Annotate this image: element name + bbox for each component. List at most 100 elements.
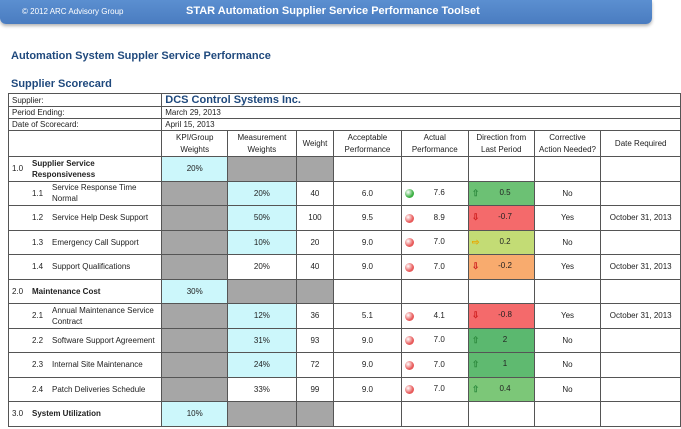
date-required-cell[interactable]: October 31, 2013 bbox=[600, 205, 681, 231]
status-red-icon bbox=[404, 385, 414, 395]
actual-cell[interactable]: 7.6 bbox=[400, 180, 469, 206]
row-label[interactable]: 1.0 Supplier Service Responsiveness bbox=[7, 156, 163, 182]
acceptable-cell[interactable]: 9.0 bbox=[333, 352, 402, 378]
kpi-weight-cell[interactable]: 30% bbox=[161, 278, 229, 304]
date-required-cell[interactable] bbox=[600, 327, 681, 353]
supplier-value[interactable]: DCS Control Systems Inc. bbox=[161, 93, 681, 107]
row-label[interactable]: 1.2 Service Help Desk Support bbox=[7, 205, 163, 231]
acceptable-cell[interactable]: 9.0 bbox=[333, 376, 402, 402]
acceptable-cell[interactable]: 5.1 bbox=[333, 303, 402, 329]
kpi-weight-cell[interactable]: 10% bbox=[161, 401, 229, 427]
date-value[interactable]: April 15, 2013 bbox=[161, 118, 681, 131]
actual-cell[interactable]: 4.1 bbox=[400, 303, 469, 329]
page-title: Automation System Suppler Service Perfor… bbox=[11, 50, 271, 62]
actual-value: 8.9 bbox=[433, 212, 445, 222]
actual-cell[interactable]: 7.0 bbox=[400, 327, 469, 353]
measurement-weight-cell[interactable]: 10% bbox=[227, 229, 297, 255]
row-name: Service Help Desk Support bbox=[52, 213, 149, 223]
measurement-weight-cell[interactable]: 31% bbox=[227, 327, 297, 353]
direction-cell: ⇧ 0.4 bbox=[467, 376, 535, 402]
direction-cell: ⇧ 1 bbox=[467, 352, 535, 378]
gray-cell bbox=[161, 180, 229, 206]
status-red-icon bbox=[404, 238, 414, 248]
arrow-up-icon: ⇧ bbox=[471, 383, 480, 394]
col-acceptable: Acceptable Performance bbox=[333, 130, 402, 157]
empty-cell bbox=[400, 401, 469, 427]
row-label[interactable]: 2.1 Annual Maintenance Service Contract bbox=[7, 303, 163, 329]
row-label[interactable]: 3.0 System Utilization bbox=[7, 401, 163, 427]
row-name: Internal Site Maintenance bbox=[52, 360, 143, 370]
row-name: Support Qualifications bbox=[52, 262, 131, 272]
corrective-action-cell[interactable]: Yes bbox=[533, 205, 602, 231]
corrective-action-cell[interactable]: Yes bbox=[533, 254, 602, 280]
corrective-action-cell[interactable]: Yes bbox=[533, 303, 602, 329]
table-row: 1.4 Support Qualifications 20% 40 9.0 7.0… bbox=[7, 254, 681, 280]
measurement-weight-cell[interactable]: 20% bbox=[227, 180, 297, 206]
acceptable-cell[interactable]: 9.0 bbox=[333, 254, 402, 280]
delta-value: 0.2 bbox=[499, 236, 511, 246]
row-label[interactable]: 2.4 Patch Deliveries Schedule bbox=[7, 376, 163, 402]
scorecard-table: Supplier: DCS Control Systems Inc. Period… bbox=[7, 93, 681, 427]
period-value[interactable]: March 29, 2013 bbox=[161, 106, 681, 119]
corrective-action-cell[interactable]: No bbox=[533, 327, 602, 353]
empty-cell bbox=[533, 278, 602, 304]
date-required-cell[interactable]: October 31, 2013 bbox=[600, 254, 681, 280]
measurement-weight-cell[interactable]: 33% bbox=[227, 376, 297, 402]
row-label[interactable]: 2.2 Software Support Agreement bbox=[7, 327, 163, 353]
gray-cell bbox=[161, 205, 229, 231]
direction-cell: ⇩ -0.7 bbox=[467, 205, 535, 231]
delta-value: 2 bbox=[502, 334, 508, 344]
row-label[interactable]: 1.3 Emergency Call Support bbox=[7, 229, 163, 255]
actual-cell[interactable]: 8.9 bbox=[400, 205, 469, 231]
empty-cell bbox=[333, 156, 402, 182]
date-required-cell[interactable] bbox=[600, 229, 681, 255]
direction-cell: ⇩ -0.8 bbox=[467, 303, 535, 329]
col-weight: Weight bbox=[295, 130, 335, 157]
row-number: 1.1 bbox=[32, 188, 44, 198]
actual-cell[interactable]: 7.0 bbox=[400, 352, 469, 378]
measurement-weight-cell[interactable]: 12% bbox=[227, 303, 297, 329]
actual-cell[interactable]: 7.0 bbox=[400, 229, 469, 255]
weight-cell: 36 bbox=[295, 303, 335, 329]
date-required-cell[interactable] bbox=[600, 352, 681, 378]
row-label[interactable]: 2.3 Internal Site Maintenance bbox=[7, 352, 163, 378]
corrective-action-cell[interactable]: No bbox=[533, 180, 602, 206]
measurement-weight-cell[interactable]: 20% bbox=[227, 254, 297, 280]
measurement-weight-cell[interactable]: 50% bbox=[227, 205, 297, 231]
measurement-weight-cell[interactable]: 24% bbox=[227, 352, 297, 378]
acceptable-cell[interactable]: 9.0 bbox=[333, 229, 402, 255]
actual-cell[interactable]: 7.0 bbox=[400, 254, 469, 280]
weight-cell: 93 bbox=[295, 327, 335, 353]
corrective-action-cell[interactable]: No bbox=[533, 376, 602, 402]
acceptable-cell[interactable]: 9.5 bbox=[333, 205, 402, 231]
date-required-cell[interactable] bbox=[600, 376, 681, 402]
empty-cell bbox=[533, 401, 602, 427]
corrective-action-cell[interactable]: No bbox=[533, 229, 602, 255]
row-name: Software Support Agreement bbox=[52, 335, 155, 345]
kpi-weight-cell[interactable]: 20% bbox=[161, 156, 229, 182]
actual-value: 7.0 bbox=[433, 261, 445, 271]
delta-value: -0.7 bbox=[498, 212, 512, 222]
row-name: System Utilization bbox=[32, 409, 101, 419]
col-measurement-weights: Measurement Weights bbox=[227, 130, 297, 157]
row-label[interactable]: 1.4 Support Qualifications bbox=[7, 254, 163, 280]
status-green-icon bbox=[404, 189, 414, 199]
supplier-label: Supplier: bbox=[7, 93, 163, 107]
actual-value: 7.0 bbox=[433, 359, 445, 369]
row-number: 1.3 bbox=[32, 237, 44, 247]
gray-cell bbox=[227, 156, 297, 182]
corrective-action-cell[interactable]: No bbox=[533, 352, 602, 378]
empty-cell bbox=[467, 156, 535, 182]
row-name: Maintenance Cost bbox=[32, 286, 101, 296]
acceptable-cell[interactable]: 6.0 bbox=[333, 180, 402, 206]
row-name: Service Response Time Normal bbox=[52, 183, 137, 204]
date-required-cell[interactable] bbox=[600, 180, 681, 206]
acceptable-cell[interactable]: 9.0 bbox=[333, 327, 402, 353]
date-required-cell[interactable]: October 31, 2013 bbox=[600, 303, 681, 329]
actual-cell[interactable]: 7.0 bbox=[400, 376, 469, 402]
empty-cell bbox=[600, 156, 681, 182]
row-label[interactable]: 1.1 Service Response Time Normal bbox=[7, 180, 163, 206]
period-label: Period Ending: bbox=[7, 106, 163, 119]
row-label[interactable]: 2.0 Maintenance Cost bbox=[7, 278, 163, 304]
col-kpi-weights: KPI/Group Weights bbox=[161, 130, 229, 157]
